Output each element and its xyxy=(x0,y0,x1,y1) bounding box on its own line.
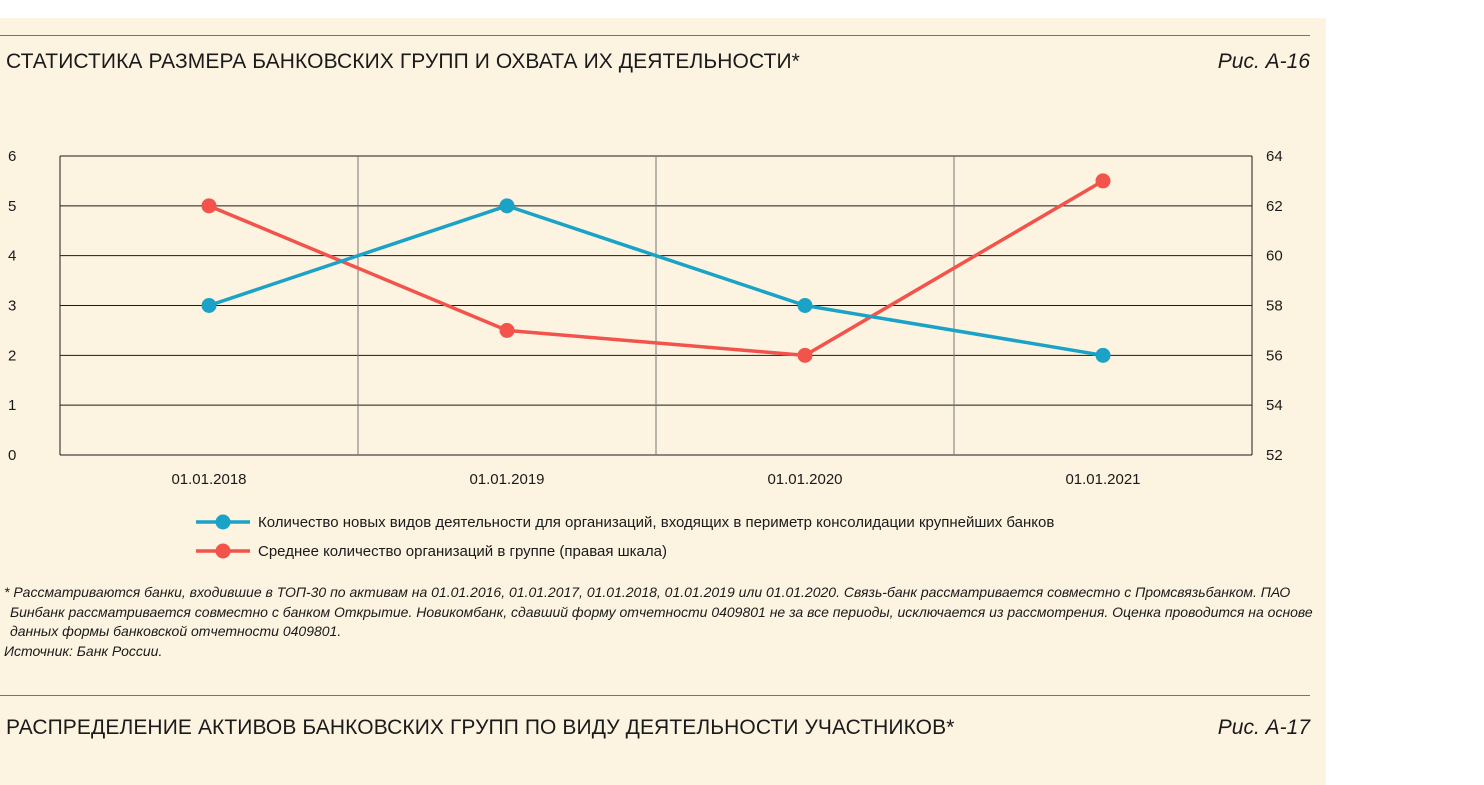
chart-notes: * Рассматриваются банки, входившие в ТОП… xyxy=(4,583,1314,661)
x-tick-label: 01.01.2019 xyxy=(469,471,544,488)
y-left-tick-label: 4 xyxy=(8,248,16,265)
series-2-point xyxy=(499,322,515,338)
figure-label: Рис. А-16 xyxy=(1217,50,1310,73)
chart-grid xyxy=(59,155,1253,456)
y-left-tick-label: 2 xyxy=(8,347,16,364)
series-1-point xyxy=(797,298,813,313)
y-left-tick-label: 6 xyxy=(8,148,16,165)
x-tick-label: 01.01.2018 xyxy=(171,471,246,488)
legend-label-1: Количество новых видов деятельности для … xyxy=(258,514,1054,531)
y-right-tick-label: 60 xyxy=(1266,248,1283,265)
legend-label-2: Среднее количество организаций в группе … xyxy=(258,543,667,560)
series-line-1 xyxy=(208,204,1104,358)
section-rule-bottom xyxy=(0,695,1310,696)
series-1-point xyxy=(1095,347,1111,363)
series-2-point xyxy=(201,198,217,214)
y-right-tick-label: 58 xyxy=(1266,298,1283,315)
y-right-tick-label: 64 xyxy=(1266,148,1283,165)
background-panel xyxy=(0,18,1326,785)
y-right-tick-label: 52 xyxy=(1266,447,1283,464)
y-left-tick-label: 1 xyxy=(8,397,16,414)
x-tick-label: 01.01.2020 xyxy=(767,471,842,488)
series-2-point xyxy=(1095,173,1111,189)
legend-swatch-marker-1 xyxy=(215,514,231,530)
series-1-point xyxy=(499,198,515,214)
y-right-tick-label: 54 xyxy=(1266,397,1283,414)
series-line-2 xyxy=(208,179,1104,358)
legend-swatch-marker-2 xyxy=(215,543,231,559)
chart-legend: Количество новых видов деятельности для … xyxy=(196,514,1054,560)
y-left-tick-label: 3 xyxy=(8,298,16,315)
next-figure-label: Рис. А-17 xyxy=(1217,716,1310,739)
series-1-point xyxy=(201,298,217,313)
section-rule-top xyxy=(0,35,1310,36)
y-right-tick-label: 62 xyxy=(1266,198,1283,215)
footnote-text: * Рассматриваются банки, входившие в ТОП… xyxy=(4,584,1313,639)
y-left-tick-label: 0 xyxy=(8,447,16,464)
y-left-tick-label: 5 xyxy=(8,198,16,215)
y-right-tick-label: 56 xyxy=(1266,347,1283,364)
source-text: Источник: Банк России. xyxy=(4,642,163,659)
chart-title: СТАТИСТИКА РАЗМЕРА БАНКОВСКИХ ГРУПП И ОХ… xyxy=(6,50,800,73)
series-2-point xyxy=(797,347,813,363)
next-chart-title: РАСПРЕДЕЛЕНИЕ АКТИВОВ БАНКОВСКИХ ГРУПП П… xyxy=(6,716,955,739)
x-tick-label: 01.01.2021 xyxy=(1065,471,1140,488)
chart-series xyxy=(201,173,1111,363)
